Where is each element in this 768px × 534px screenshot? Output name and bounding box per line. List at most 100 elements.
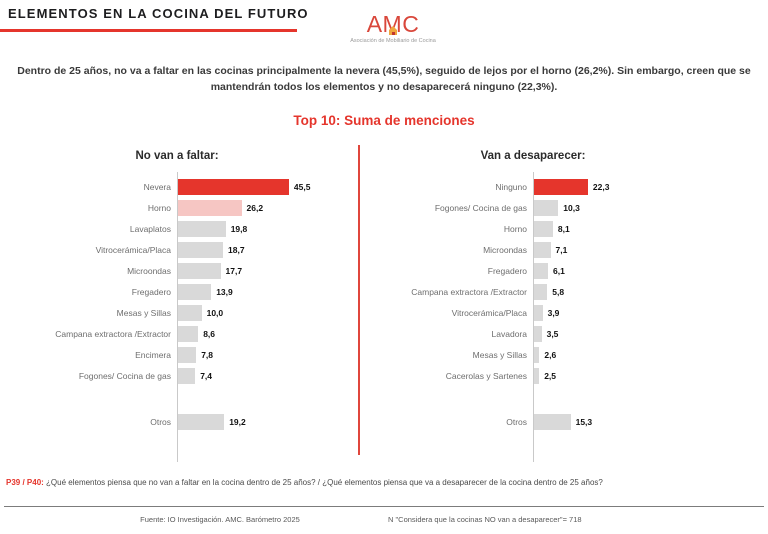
value-label: 15,3 bbox=[575, 416, 593, 427]
chart-row: Horno 26,2 bbox=[0, 197, 358, 218]
value-label: 19,8 bbox=[230, 223, 248, 234]
bar bbox=[177, 304, 202, 321]
category-label: Microondas bbox=[483, 244, 527, 255]
footer-sample-note: N "Considera que la cocinas NO van a des… bbox=[388, 515, 582, 524]
category-label: Fregadero bbox=[487, 265, 527, 276]
chart-panel-no-van-a-faltar: No van a faltar: Nevera 45,5 Horno 26,2 Lava… bbox=[0, 142, 358, 462]
chart-row: Fogones/ Cocina de gas 7,4 bbox=[0, 365, 358, 386]
chart-row: Fogones/ Cocina de gas 10,3 bbox=[360, 197, 768, 218]
bar bbox=[177, 367, 196, 384]
chart-row: Nevera 45,5 bbox=[0, 176, 358, 197]
category-label: Campana extractora /Extractor bbox=[411, 286, 527, 297]
chart-row: Lavaplatos 19,8 bbox=[0, 218, 358, 239]
category-label: Vitrocerámica/Placa bbox=[451, 307, 527, 318]
chart-row: Fregadero 13,9 bbox=[0, 281, 358, 302]
bar bbox=[533, 413, 571, 430]
bar bbox=[177, 325, 199, 342]
amc-logo: AMC Asociación de Mobiliario de Cocina bbox=[345, 13, 441, 45]
bar bbox=[177, 283, 212, 300]
axis-line bbox=[533, 172, 534, 462]
category-label: Fogones/ Cocina de gas bbox=[434, 202, 527, 213]
category-label: Otros bbox=[150, 416, 171, 427]
category-label: Vitrocerámica/Placa bbox=[95, 244, 171, 255]
bar bbox=[177, 220, 226, 237]
bar bbox=[177, 262, 221, 279]
chart-row: Lavadora 3,5 bbox=[360, 323, 768, 344]
category-label: Horno bbox=[147, 202, 171, 213]
value-label: 7,1 bbox=[555, 244, 568, 255]
house-icon bbox=[389, 26, 397, 35]
category-label: Lavadora bbox=[491, 328, 527, 339]
chart-title: No van a faltar: bbox=[135, 150, 219, 162]
category-label: Nevera bbox=[143, 181, 171, 192]
footer-divider-line bbox=[4, 506, 764, 507]
chart-row: Horno 8,1 bbox=[360, 218, 768, 239]
footnote-prefix: P39 / P40: bbox=[6, 478, 44, 487]
chart-row: Ninguno 22,3 bbox=[360, 176, 768, 197]
value-label: 19,2 bbox=[229, 416, 246, 427]
value-label: 3,5 bbox=[546, 328, 559, 339]
bar-chart: Nevera 45,5 Horno 26,2 Lavaplatos 19,8 Vitroce… bbox=[0, 172, 358, 462]
bar bbox=[533, 178, 588, 195]
value-label: 2,5 bbox=[544, 370, 557, 381]
chart-row: Cacerolas y Sartenes 2,5 bbox=[360, 365, 768, 386]
value-label: 17,7 bbox=[225, 265, 243, 276]
category-label: Microondas bbox=[127, 265, 171, 276]
bar-chart: Ninguno 22,3 Fogones/ Cocina de gas 10,3 Hor… bbox=[360, 172, 768, 462]
value-label: 10,3 bbox=[563, 202, 580, 213]
category-label: Encimera bbox=[135, 349, 171, 360]
bar bbox=[533, 262, 548, 279]
chart-row: Microondas 17,7 bbox=[0, 260, 358, 281]
amc-logo-text: AMC bbox=[367, 13, 420, 36]
bar bbox=[177, 241, 223, 258]
chart-row: Fregadero 6,1 bbox=[360, 260, 768, 281]
section-title: Top 10: Suma de menciones bbox=[293, 113, 475, 128]
charts-area: No van a faltar: Nevera 45,5 Horno 26,2 Lava… bbox=[0, 142, 768, 477]
value-label: 7,8 bbox=[201, 349, 214, 360]
question-footnote: P39 / P40: ¿Qué elementos piensa que no … bbox=[6, 478, 764, 487]
chart-row: Vitrocerámica/Placa 3,9 bbox=[360, 302, 768, 323]
bar bbox=[533, 325, 542, 342]
value-label: 18,7 bbox=[228, 244, 245, 255]
footer-source: Fuente: IO Investigación. AMC. Barómetro… bbox=[140, 515, 300, 524]
amc-logo-subtitle: Asociación de Mobiliario de Cocina bbox=[350, 38, 436, 44]
amc-logo-letters: AMC bbox=[366, 11, 420, 37]
value-label: 8,1 bbox=[557, 223, 570, 234]
chart-row: Vitrocerámica/Placa 18,7 bbox=[0, 239, 358, 260]
bar bbox=[533, 304, 543, 321]
bar bbox=[177, 178, 289, 195]
bar bbox=[177, 413, 225, 430]
chart-row: Mesas y Sillas 2,6 bbox=[360, 344, 768, 365]
bar bbox=[533, 199, 559, 216]
intro-paragraph: Dentro de 25 años, no va a faltar en las… bbox=[17, 65, 751, 93]
value-label: 10,0 bbox=[206, 307, 224, 318]
title-underline bbox=[0, 29, 297, 32]
bar bbox=[533, 220, 553, 237]
page-title: ELEMENTOS EN LA COCINA DEL FUTURO bbox=[8, 6, 309, 21]
value-label: 45,5 bbox=[293, 181, 311, 192]
bar bbox=[533, 241, 551, 258]
category-label: Ninguno bbox=[495, 181, 527, 192]
chart-row: Campana extractora /Extractor 8,6 bbox=[0, 323, 358, 344]
chart-panel-van-a-desaparecer: Van a desaparecer: Ninguno 22,3 Fogones/ C… bbox=[360, 142, 768, 462]
chart-row: Otros 15,3 bbox=[360, 411, 768, 432]
value-label: 7,4 bbox=[200, 370, 213, 381]
axis-line bbox=[177, 172, 178, 462]
bar bbox=[177, 199, 242, 216]
category-label: Fregadero bbox=[131, 286, 171, 297]
category-label: Lavaplatos bbox=[129, 223, 171, 234]
value-label: 5,8 bbox=[552, 286, 565, 297]
chart-row: Otros 19,2 bbox=[0, 411, 358, 432]
value-label: 26,2 bbox=[246, 202, 264, 213]
bar bbox=[533, 367, 540, 384]
value-label: 8,6 bbox=[203, 328, 216, 339]
footnote-text: ¿Qué elementos piensa que no van a falta… bbox=[43, 478, 603, 487]
category-label: Otros bbox=[506, 416, 527, 427]
category-label: Cacerolas y Sartenes bbox=[445, 370, 527, 381]
panel-divider-line bbox=[358, 145, 360, 455]
chart-title: Van a desaparecer: bbox=[480, 150, 586, 162]
value-label: 3,9 bbox=[547, 307, 560, 318]
chart-row: Campana extractora /Extractor 5,8 bbox=[360, 281, 768, 302]
category-label: Horno bbox=[503, 223, 527, 234]
